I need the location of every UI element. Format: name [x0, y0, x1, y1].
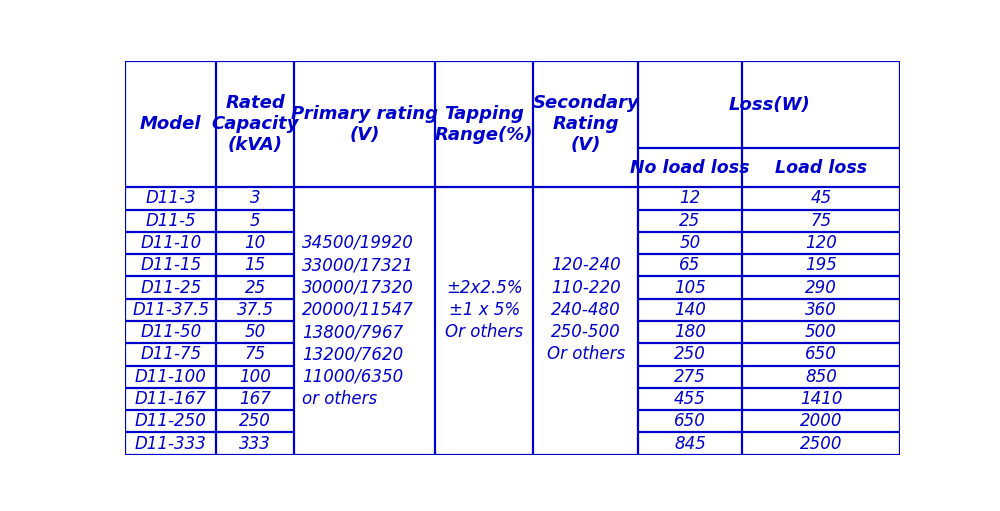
Text: 105: 105	[674, 278, 706, 296]
Text: 650: 650	[805, 345, 837, 363]
Text: Secondary
Rating
(V): Secondary Rating (V)	[532, 95, 639, 154]
Text: D11-25: D11-25	[140, 278, 201, 296]
Text: 3: 3	[250, 190, 261, 207]
Text: 100: 100	[239, 368, 271, 386]
Text: 10: 10	[245, 234, 266, 252]
Text: Or others: Or others	[547, 345, 625, 363]
Text: 110-220: 110-220	[551, 278, 621, 296]
Text: D11-3: D11-3	[145, 190, 196, 207]
Text: 75: 75	[810, 212, 832, 229]
Text: D11-100: D11-100	[135, 368, 207, 386]
Text: Model: Model	[140, 115, 201, 133]
Text: D11-10: D11-10	[140, 234, 201, 252]
Text: D11-15: D11-15	[140, 257, 201, 274]
Text: 75: 75	[245, 345, 266, 363]
Text: Rated
Capacity
(kVA): Rated Capacity (kVA)	[211, 95, 299, 154]
Text: 240-480: 240-480	[551, 301, 621, 319]
Text: 195: 195	[805, 257, 837, 274]
Text: D11-75: D11-75	[140, 345, 201, 363]
Text: 65: 65	[679, 257, 701, 274]
Text: D11-333: D11-333	[135, 435, 207, 453]
Text: Loss(W): Loss(W)	[728, 96, 810, 113]
Text: 650: 650	[674, 412, 706, 430]
Text: 15: 15	[245, 257, 266, 274]
Text: 120: 120	[805, 234, 837, 252]
Text: 37.5: 37.5	[237, 301, 274, 319]
Text: ±2x2.5%: ±2x2.5%	[446, 278, 523, 296]
Text: D11-37.5: D11-37.5	[132, 301, 209, 319]
Text: D11-5: D11-5	[145, 212, 196, 229]
Text: 5: 5	[250, 212, 261, 229]
Text: 25: 25	[245, 278, 266, 296]
Text: Or others: Or others	[445, 323, 523, 341]
Text: 845: 845	[674, 435, 706, 453]
Text: 50: 50	[245, 323, 266, 341]
Text: 50: 50	[679, 234, 701, 252]
Text: 13200/7620: 13200/7620	[302, 345, 403, 363]
Text: 850: 850	[805, 368, 837, 386]
Text: 275: 275	[674, 368, 706, 386]
Text: Tapping
Range(%): Tapping Range(%)	[435, 105, 533, 144]
Text: 290: 290	[805, 278, 837, 296]
Text: 1410: 1410	[800, 390, 842, 408]
Text: 455: 455	[674, 390, 706, 408]
Text: 250: 250	[674, 345, 706, 363]
Text: 45: 45	[810, 190, 832, 207]
Text: 140: 140	[674, 301, 706, 319]
Text: 180: 180	[674, 323, 706, 341]
Text: Load loss: Load loss	[775, 158, 867, 177]
Text: 34500/19920: 34500/19920	[302, 234, 414, 252]
Text: 11000/6350: 11000/6350	[302, 368, 403, 386]
Text: 2500: 2500	[800, 435, 842, 453]
Text: ±1 x 5%: ±1 x 5%	[449, 301, 520, 319]
Text: D11-167: D11-167	[135, 390, 207, 408]
Text: 250: 250	[239, 412, 271, 430]
Text: 30000/17320: 30000/17320	[302, 278, 414, 296]
Text: 250-500: 250-500	[551, 323, 621, 341]
Text: 500: 500	[805, 323, 837, 341]
Text: 20000/11547: 20000/11547	[302, 301, 414, 319]
Text: 13800/7967: 13800/7967	[302, 323, 403, 341]
Text: D11-50: D11-50	[140, 323, 201, 341]
Text: 333: 333	[239, 435, 271, 453]
Text: 167: 167	[239, 390, 271, 408]
Text: Primary rating
(V): Primary rating (V)	[291, 105, 438, 144]
Text: 33000/17321: 33000/17321	[302, 257, 414, 274]
Text: 2000: 2000	[800, 412, 842, 430]
Text: 120-240: 120-240	[551, 257, 621, 274]
Text: 25: 25	[679, 212, 701, 229]
Text: 12: 12	[679, 190, 701, 207]
Text: or others: or others	[302, 390, 377, 408]
Text: D11-250: D11-250	[135, 412, 207, 430]
Text: 360: 360	[805, 301, 837, 319]
Text: No load loss: No load loss	[630, 158, 750, 177]
